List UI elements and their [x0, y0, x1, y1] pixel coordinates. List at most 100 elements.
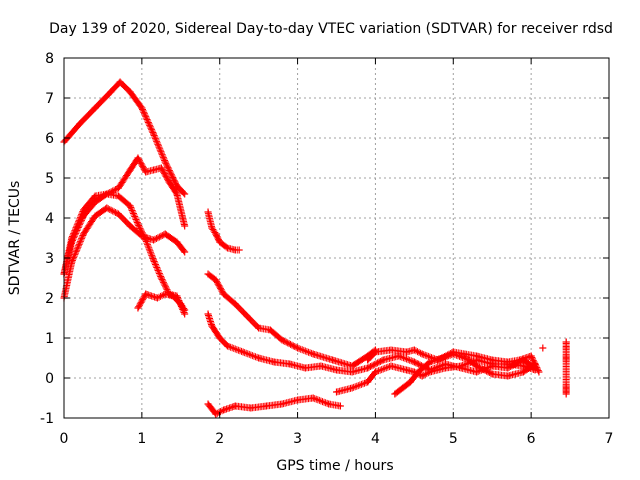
data-point — [294, 344, 302, 352]
series-track-11 — [364, 346, 539, 380]
data-point — [216, 238, 224, 246]
data-point — [562, 356, 570, 364]
data-point — [142, 290, 150, 298]
data-point — [519, 368, 527, 376]
data-point — [418, 350, 426, 358]
y-tick-label: 3 — [45, 251, 54, 267]
y-tick-label: 2 — [45, 291, 54, 307]
data-point — [91, 192, 99, 200]
data-point — [173, 238, 181, 246]
data-point — [115, 192, 122, 200]
data-point — [231, 402, 239, 410]
series-track-6 — [204, 208, 243, 254]
data-point — [262, 402, 270, 410]
data-point — [515, 356, 523, 364]
x-axis-label: GPS time / hours — [276, 458, 393, 474]
data-point — [414, 368, 422, 376]
data-point — [126, 166, 134, 174]
data-point — [418, 372, 426, 380]
data-point — [255, 354, 263, 362]
data-point — [220, 290, 228, 298]
y-axis-label: SDTVAR / TECUs — [7, 181, 23, 296]
data-point — [473, 352, 481, 360]
data-point — [115, 184, 122, 192]
data-point — [317, 362, 325, 370]
data-point — [364, 356, 372, 364]
data-point — [364, 364, 372, 372]
data-point — [473, 362, 481, 370]
data-point — [562, 338, 570, 346]
data-point — [387, 362, 395, 370]
data-point — [68, 238, 76, 246]
data-point — [126, 222, 134, 230]
series-track-9 — [204, 394, 344, 418]
data-point — [204, 270, 212, 278]
data-point — [208, 322, 216, 330]
x-tick-label: 3 — [293, 431, 302, 447]
data-point — [165, 178, 173, 186]
data-point — [224, 342, 231, 350]
data-point — [473, 368, 481, 376]
data-point — [504, 372, 512, 380]
data-point — [134, 304, 142, 312]
data-point — [79, 230, 87, 238]
y-tick-label: 5 — [45, 171, 54, 187]
y-tick-label: 6 — [45, 131, 54, 147]
x-tick-label: 5 — [449, 431, 458, 447]
data-point — [161, 158, 169, 166]
data-point — [562, 390, 570, 398]
data-point — [115, 210, 122, 218]
data-point — [504, 358, 512, 366]
data-point — [294, 396, 302, 404]
series-isolated-2 — [562, 338, 570, 398]
data-point — [138, 104, 146, 112]
x-tick-label: 0 — [60, 431, 69, 447]
data-point — [212, 410, 220, 418]
data-point — [173, 190, 181, 198]
x-tick-label: 2 — [215, 431, 224, 447]
data-point — [379, 356, 387, 364]
data-point — [329, 356, 337, 364]
data-point — [286, 360, 294, 368]
data-point — [76, 120, 84, 128]
data-point — [348, 384, 356, 392]
data-point — [364, 378, 372, 386]
data-point — [181, 190, 189, 198]
data-point — [204, 208, 212, 216]
y-tick-label: 0 — [45, 371, 54, 387]
x-tick-label: 7 — [605, 431, 614, 447]
data-point — [220, 406, 228, 414]
data-point — [336, 402, 344, 410]
data-point — [387, 346, 395, 354]
data-point — [134, 220, 142, 228]
data-point — [91, 212, 99, 220]
data-point — [403, 348, 411, 356]
data-point — [371, 368, 379, 376]
data-point — [301, 364, 309, 372]
data-point — [239, 348, 247, 356]
data-point — [91, 198, 99, 206]
data-point — [224, 244, 231, 252]
data-point — [169, 292, 177, 300]
data-point — [181, 222, 189, 230]
data-point — [116, 78, 124, 86]
data-point — [204, 310, 212, 318]
data-point — [79, 212, 87, 220]
plot-frame — [63, 57, 610, 419]
data-point — [216, 334, 224, 342]
series-track-5 — [134, 290, 189, 314]
x-tick-label: 4 — [371, 431, 380, 447]
data-point — [150, 166, 158, 174]
data-point — [134, 154, 142, 162]
data-point — [535, 368, 543, 376]
series-track-12 — [391, 348, 543, 398]
y-tick-label: 1 — [45, 331, 54, 347]
data-point — [399, 384, 407, 392]
x-tick-label: 1 — [137, 431, 146, 447]
data-point — [107, 88, 115, 96]
data-point — [204, 400, 212, 408]
data-point — [333, 388, 340, 396]
y-tick-label: -1 — [40, 411, 54, 427]
y-tick-label: 7 — [45, 91, 54, 107]
